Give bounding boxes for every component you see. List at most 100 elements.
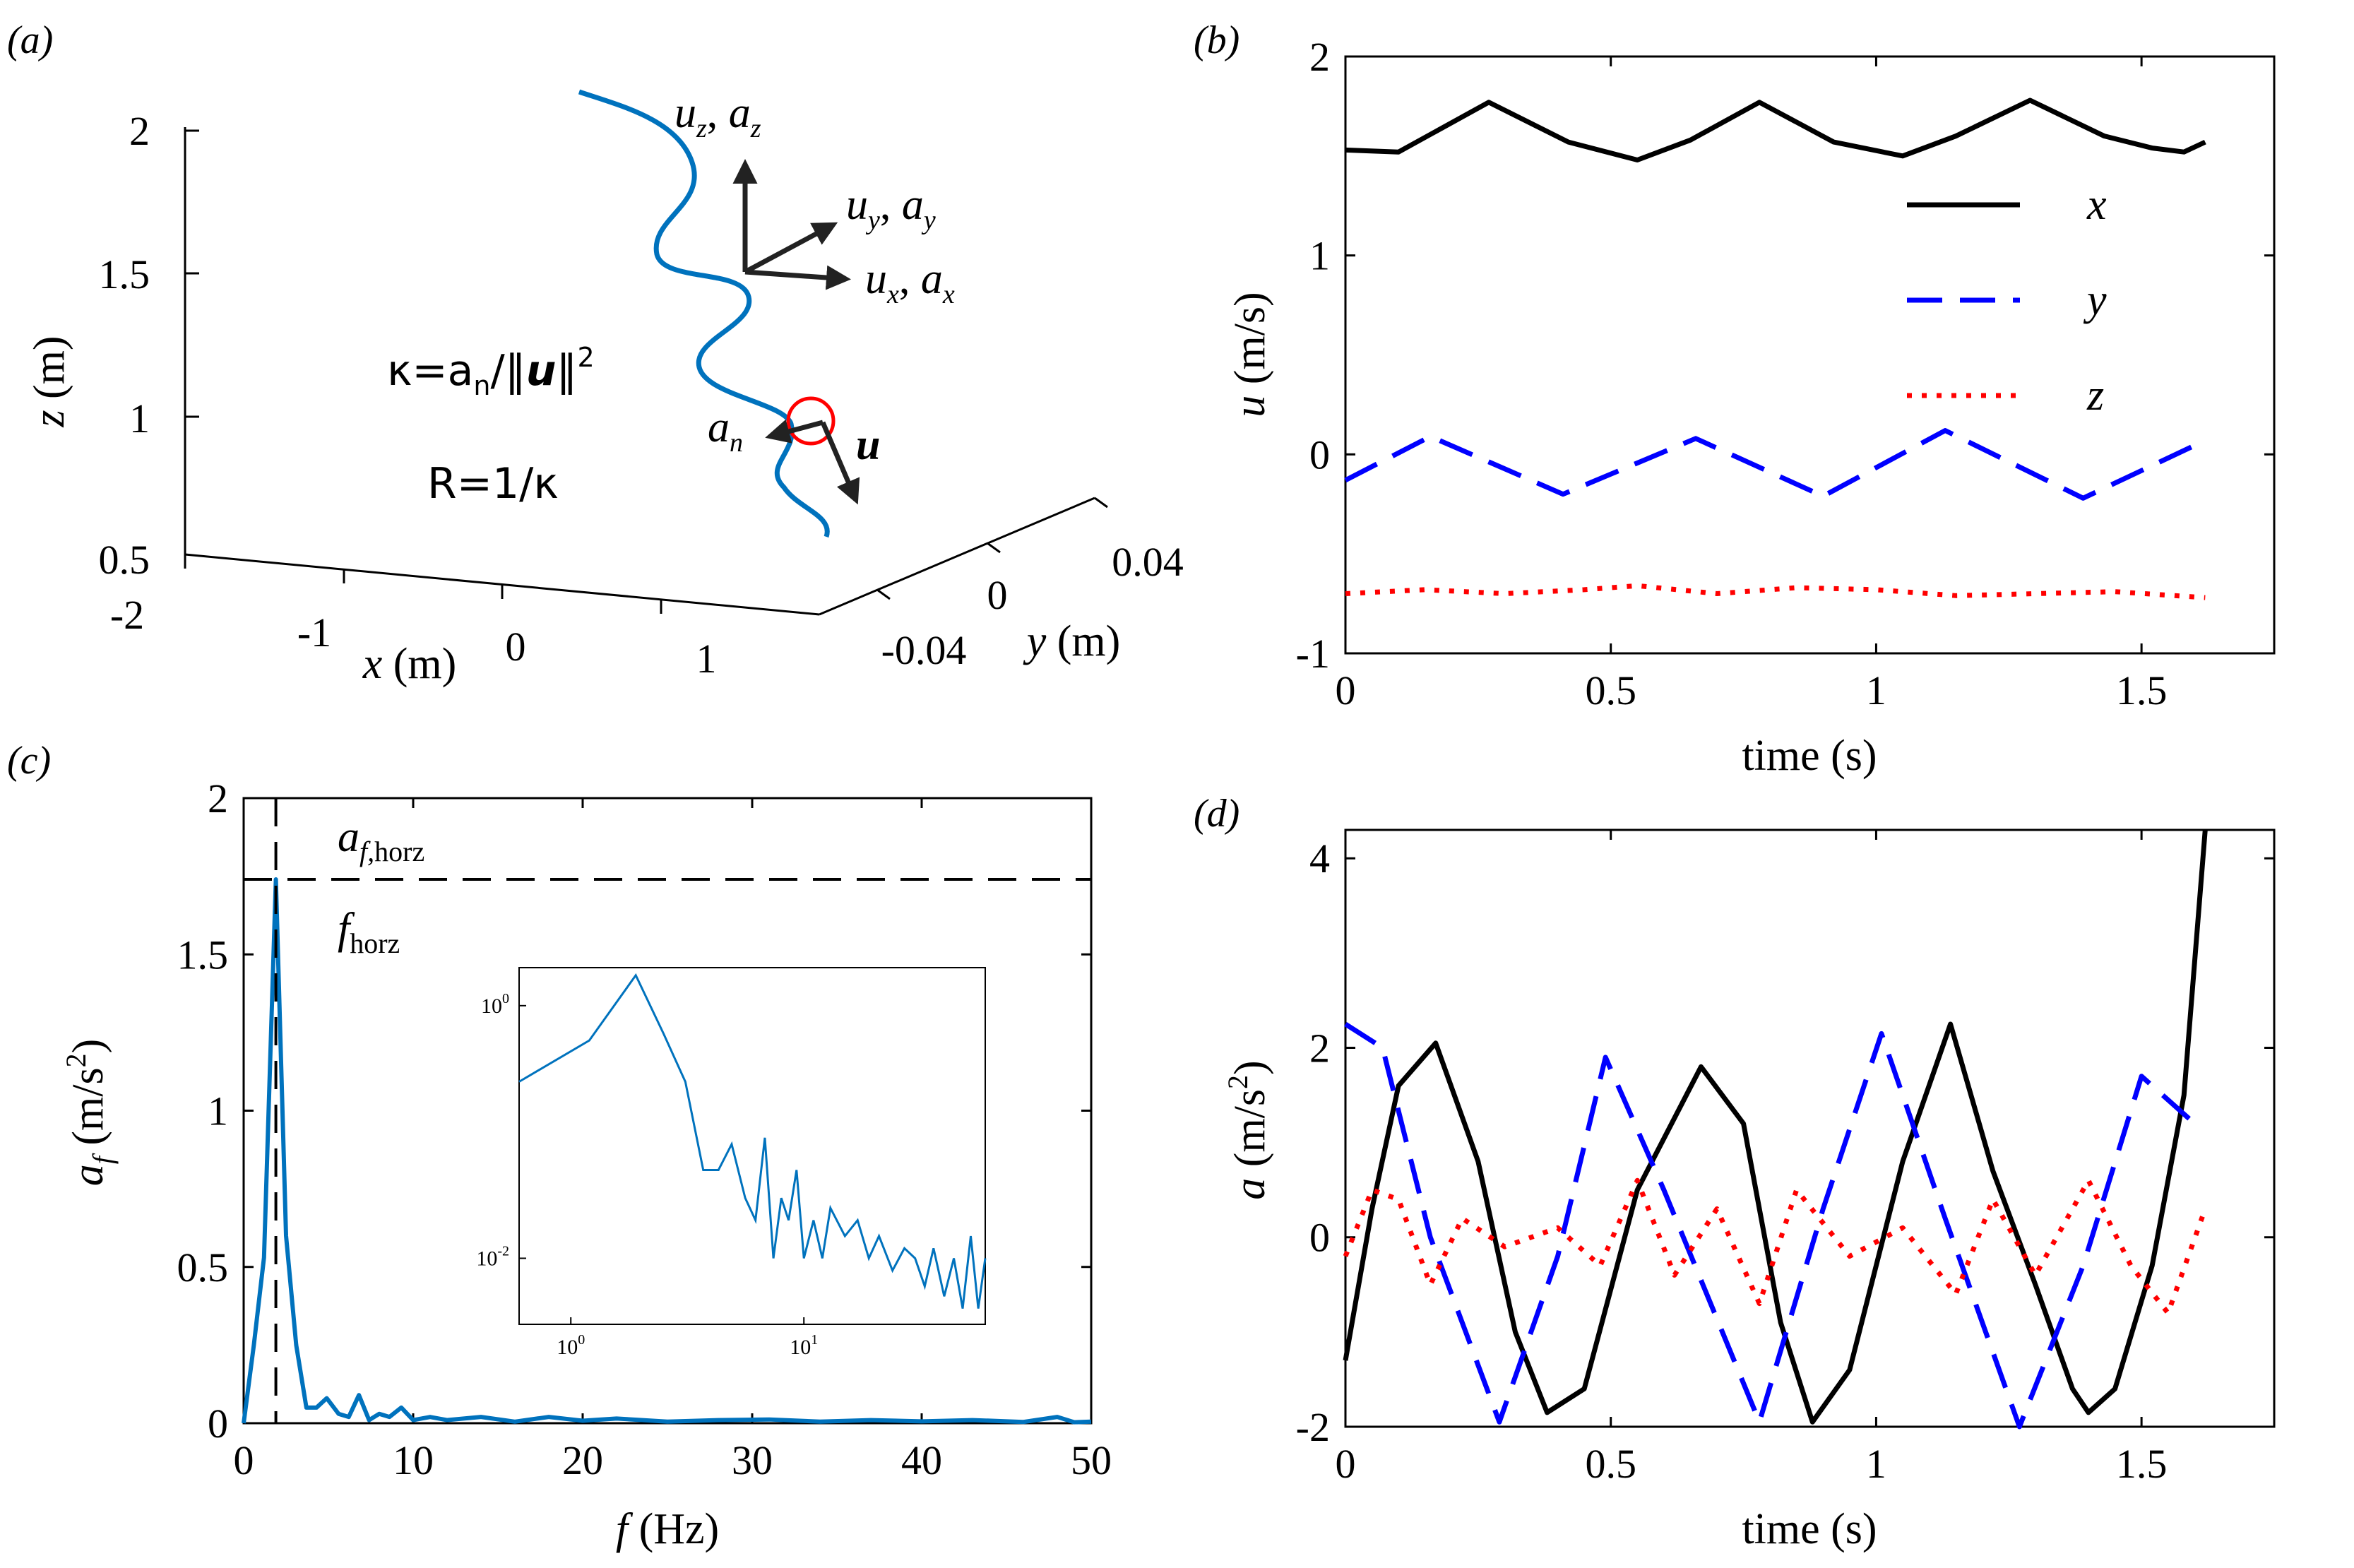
b-xtick-label: 1: [1866, 667, 1886, 713]
c-annot-f-horz: fhorz: [338, 905, 400, 959]
c-xtick-label: 0: [234, 1437, 254, 1483]
c-xtick-label: 30: [732, 1437, 773, 1483]
panel-d-label: (d): [1194, 792, 1240, 836]
d-xtick-label: 1: [1866, 1441, 1886, 1487]
d-ytick-label: 2: [1309, 1025, 1330, 1071]
c-series-spectrum: [242, 877, 1092, 1425]
d-x-axis-label: time (s): [1742, 1505, 1877, 1553]
a-arrow-an: [765, 419, 824, 444]
a-y-ticks: -0.04 0 0.04: [876, 497, 1184, 673]
a-xtick-label: -2: [110, 592, 144, 638]
c-ytick-label: 1.5: [177, 932, 229, 978]
c-inset-xtick-label: 101: [790, 1332, 818, 1359]
a-label-ux-ax: ux, ax: [865, 255, 955, 309]
panel-c-label: (c): [7, 739, 51, 783]
b-ytick-label: 0: [1309, 432, 1330, 477]
c-inset-ytick-label: 10-2: [476, 1243, 509, 1270]
a-y-axis-label: y (m): [1023, 617, 1121, 665]
c-ytick-label: 1: [208, 1088, 228, 1134]
d-plot-frame: [1344, 828, 2276, 1428]
a-y-axis: [819, 497, 1095, 616]
a-arrow-u: [820, 421, 860, 505]
b-legend-label-y: y: [2083, 276, 2107, 324]
a-label-radius: R=1/κ: [427, 459, 559, 509]
d-series-z: [1343, 1177, 2208, 1316]
a-label-kappa: κ=an/‖u‖2: [387, 342, 595, 401]
c-inset-frame: [518, 967, 986, 1325]
a-z-axis-label: z (m): [25, 335, 73, 427]
a-arrow-x: [744, 265, 851, 290]
c-y-axis-label: af (m/s2): [60, 1039, 119, 1187]
b-ytick-label: 2: [1309, 34, 1330, 80]
panel-a: (a) 2 1.5 1 0.5 z (m) -2 -1 0 1: [7, 18, 1184, 688]
d-xtick-label: 0.5: [1585, 1441, 1636, 1487]
c-annot-af-horz: af,horz: [338, 813, 424, 867]
b-series-z: [1345, 583, 2206, 600]
a-x-ticks: -2 -1 0 1: [110, 554, 717, 682]
b-legend-label-x: x: [2086, 181, 2107, 229]
c-ytick-label: 2: [208, 776, 228, 821]
a-xtick-label: 1: [696, 636, 717, 682]
b-xtick-label: 0.5: [1585, 667, 1636, 713]
c-x-axis-label: f (Hz): [616, 1505, 719, 1553]
panel-c: (c) 0 10 20 30 40 50 0 0.5 1 1.5 2 f (Hz) af (m/s2…: [7, 739, 1112, 1553]
d-xtick-label: 0: [1336, 1441, 1356, 1487]
d-series-y: [1344, 1022, 2197, 1430]
c-series: [242, 798, 1092, 1425]
b-ytick-label: 1: [1309, 233, 1330, 279]
b-series-x: [1345, 97, 2206, 162]
b-xtick-label: 1.5: [2116, 667, 2168, 713]
c-ytick-label: 0.5: [177, 1245, 229, 1290]
a-xtick-label: -1: [297, 610, 331, 655]
a-x-axis-label: x (m): [362, 640, 457, 688]
d-ytick-label: -2: [1296, 1404, 1330, 1450]
b-legend: x y z: [1907, 181, 2107, 420]
b-series-y: [1344, 428, 2206, 501]
a-ztick-label: 0.5: [99, 537, 150, 583]
b-series: [1344, 97, 2206, 600]
panel-a-label: (a): [7, 18, 53, 62]
b-legend-label-z: z: [2086, 372, 2104, 420]
d-xtick-label: 1.5: [2116, 1441, 2168, 1487]
c-xtick-label: 50: [1071, 1437, 1112, 1483]
a-ytick-label: 0.04: [1112, 539, 1184, 585]
a-label-u-vector: u: [856, 421, 880, 469]
c-ticks: 0 10 20 30 40 50 0 0.5 1 1.5 2: [177, 776, 1112, 1483]
a-label-an: an: [708, 403, 743, 458]
a-z-ticks: 2 1.5 1 0.5: [99, 108, 199, 583]
c-inset-ticks: 100 101 10-2 100: [476, 991, 818, 1359]
a-x-axis: [184, 553, 820, 616]
c-ytick-label: 0: [208, 1401, 228, 1447]
d-y-axis-label: a (m/s2): [1222, 1060, 1274, 1199]
d-ytick-label: 0: [1309, 1215, 1330, 1261]
d-series-x: [1343, 829, 2208, 1425]
a-ztick-label: 2: [129, 108, 150, 154]
c-xtick-label: 40: [901, 1437, 942, 1483]
b-y-axis-label: u (m/s): [1226, 292, 1274, 417]
a-trajectory-line: [578, 89, 830, 538]
c-inset: 100 101 10-2 100: [476, 967, 987, 1359]
b-xtick-label: 0: [1336, 667, 1356, 713]
a-ztick-label: 1: [129, 396, 150, 441]
c-inset-xtick-label: 100: [557, 1332, 585, 1359]
a-arrow-y: [744, 222, 838, 275]
a-xtick-label: 0: [506, 624, 526, 670]
d-ytick-label: 4: [1309, 836, 1330, 881]
a-ytick-label: 0: [987, 572, 1008, 618]
c-inset-spectrum-line: [518, 973, 987, 1309]
c-xtick-label: 20: [562, 1437, 603, 1483]
c-inset-ytick-label: 100: [481, 991, 509, 1018]
b-x-axis-label: time (s): [1742, 732, 1877, 780]
b-ytick-label: -1: [1296, 631, 1330, 677]
a-label-uy-ay: uy, ay: [846, 181, 936, 235]
a-ztick-label: 1.5: [99, 251, 150, 297]
d-series: [1343, 829, 2208, 1430]
b-plot-frame: [1344, 55, 2276, 655]
a-label-uz-az: uz, az: [674, 89, 761, 143]
a-ytick-label: -0.04: [881, 627, 967, 673]
